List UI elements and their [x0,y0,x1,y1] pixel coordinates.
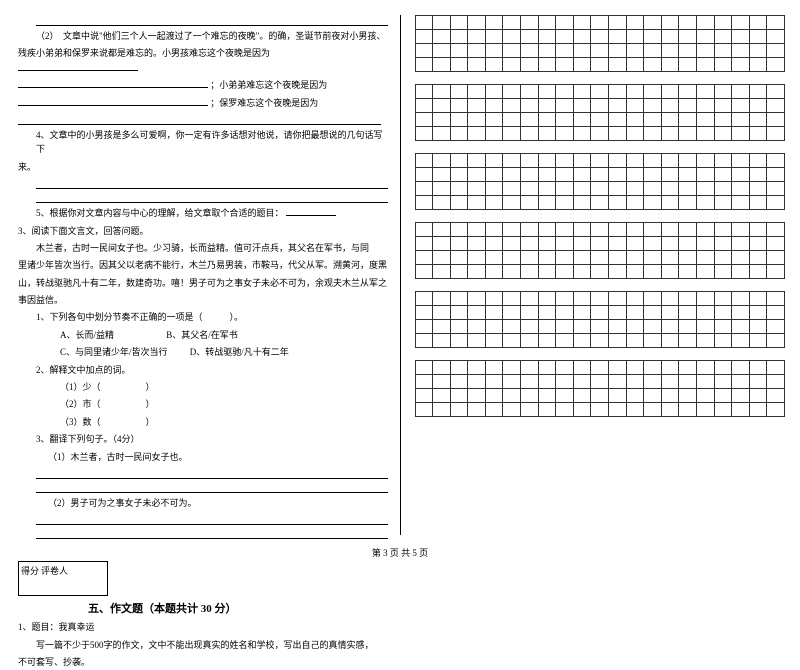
option-row: A、长而/益精 B、其父名/在军书 [18,328,389,342]
score-box: 得分 评卷人 [18,561,108,596]
grader-label: 评卷人 [41,564,68,577]
essay-req2: 不可套写、抄袭。 [18,655,389,669]
essay-grid-area [415,15,786,417]
q5-text: 5、根据你对文章内容与中心的理解，给文章取个合适的题目： [36,208,284,218]
passage-line: 里诸少年皆次当行。因其父以老病不能行，木兰乃易男装，市鞍马，代父从军。溯黄河，度… [18,258,389,272]
q2-line2: ；保罗难忘这个夜晚是因为 [18,96,389,110]
sub-question-1: 1、下列各句中划分节奏不正确的一项是（ ）。 [18,310,389,324]
blank [18,105,208,106]
q2-line: ；小弟弟难忘这个夜晚是因为 [18,78,389,92]
sub-question-2: 2、解释文中加点的词。 [18,363,389,377]
passage-line: 事因益信。 [18,293,389,307]
option-a: A、长而/益精 [60,330,114,340]
page-footer: 第 3 页 共 5 页 [0,546,800,559]
q2-text3: ；小弟弟难忘这个夜晚是因为 [210,80,327,90]
essay-grid-block [415,15,786,72]
question-2-cont: 残疾小弟弟和保罗来说都是难忘的。小男孩难忘这个夜晚是因为 [18,46,389,75]
question-4b: 来。 [18,160,389,174]
question-4: 4、文章中的小男孩是多么可爱啊，你一定有许多话想对他说，请你把最想说的几句话写下 [18,128,389,157]
blank [286,215,336,216]
option-b: B、其父名/在军书 [166,330,238,340]
section-5-title: 五、作文题（本题共计 30 分） [88,600,389,616]
answer-line [36,467,388,479]
essay-req: 写一篇不少于500字的作文，文中不能出现真实的姓名和学校，写出自己的真情实感， [18,638,389,652]
q2-text2: 残疾小弟弟和保罗来说都是难忘的。小男孩难忘这个夜晚是因为 [18,48,270,58]
sub2-item: （2）市（ ） [18,397,389,411]
answer-line [18,113,381,125]
essay-grid-block [415,84,786,141]
right-column [407,0,800,565]
question-3-title: 3、阅读下面文言文，回答问题。 [18,224,389,238]
passage-line: 山，转战驱驰凡十有二年，数建奇功。嘻！男子可为之事女子未必不可为，余观夫木兰从军… [18,276,389,290]
answer-line [36,513,388,525]
column-divider [400,15,401,535]
answer-line [36,191,388,203]
sub3-item: （1）木兰者，古时一民间女子也。 [18,450,389,464]
sub2-item: （1）少（ ） [18,380,389,394]
answer-line [36,14,388,26]
question-5: 5、根据你对文章内容与中心的理解，给文章取个合适的题目： [18,206,389,220]
essay-grid-block [415,222,786,279]
option-d: D、转战驱驰/凡十有二年 [190,347,289,357]
blank [18,87,208,88]
essay-title: 1、题目：我真幸运 [18,620,389,634]
blank [18,70,138,71]
answer-line [36,481,388,493]
essay-grid-block [415,360,786,417]
essay-grid-block [415,291,786,348]
option-c: C、与同里诸少年/皆次当行 [60,347,168,357]
essay-grid-block [415,153,786,210]
option-row: C、与同里诸少年/皆次当行 D、转战驱驰/凡十有二年 [18,345,389,359]
left-column: （2） 文章中说"他们三个人一起渡过了一个难忘的夜晚"。的确，圣诞节前夜对小男孩… [0,0,407,565]
answer-line [36,177,388,189]
sub-question-3: 3、翻译下列句子。（4分） [18,432,389,446]
question-2-text: （2） 文章中说"他们三个人一起渡过了一个难忘的夜晚"。的确，圣诞节前夜对小男孩… [18,29,389,43]
sub3-item: （2）男子可为之事女子未必不可为。 [18,496,389,510]
passage-line: 木兰者，古时一民间女子也。少习骑，长而益精。值可汗点兵，其父名在军书，与同 [18,241,389,255]
answer-line [36,527,388,539]
score-label: 得分 [21,564,39,577]
q2-text4: ；保罗难忘这个夜晚是因为 [210,98,318,108]
sub2-item: （3）数（ ） [18,415,389,429]
